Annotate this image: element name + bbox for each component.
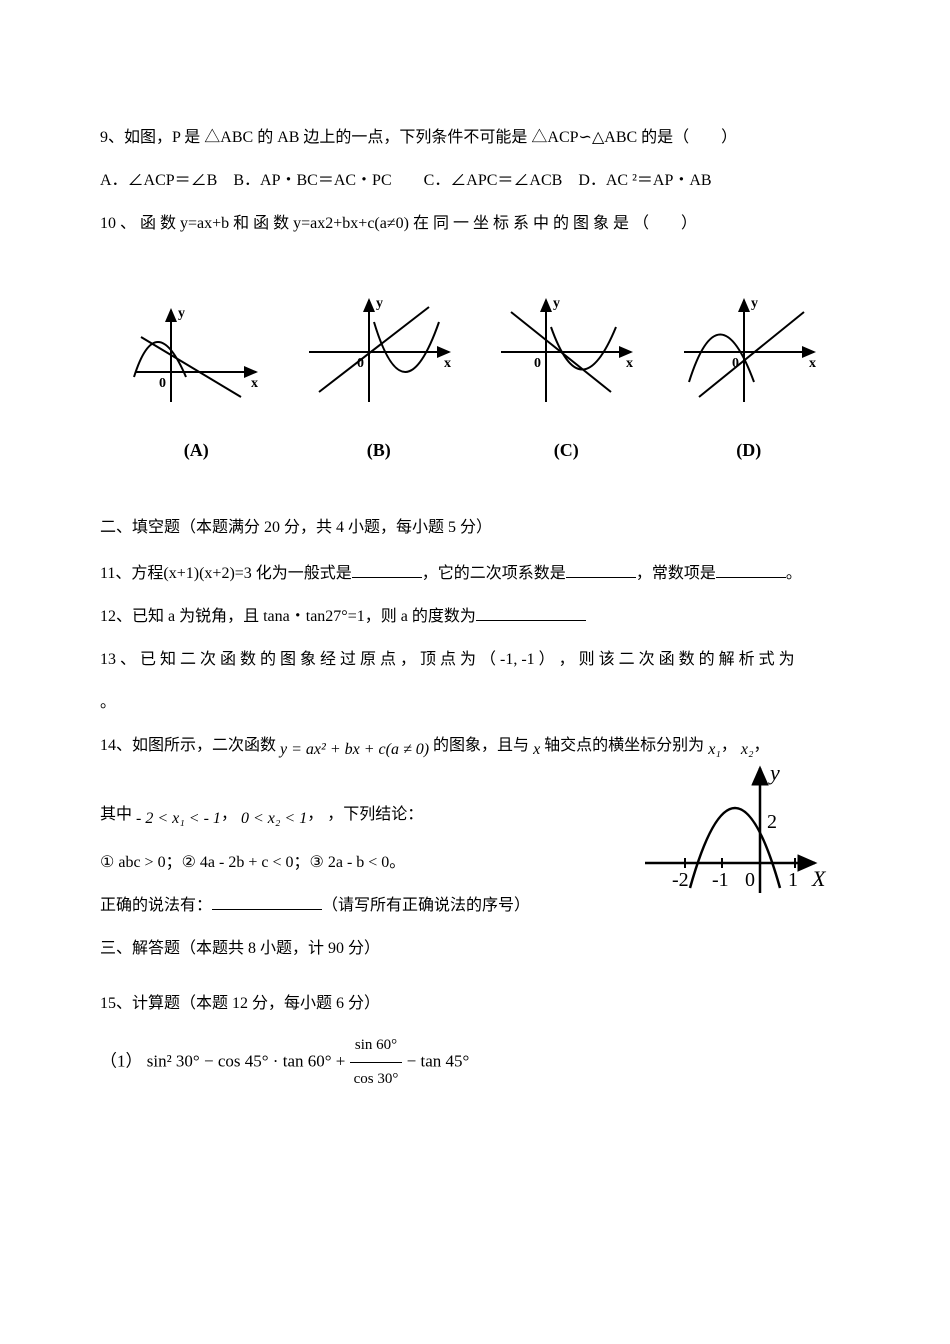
q15-frac-num: sin 60° (350, 1029, 403, 1063)
q14-sep2: ， (307, 806, 323, 823)
q14-graph-svg: -2 -1 0 1 X y 2 (640, 758, 830, 908)
q15-t4: tan 45° (420, 1052, 469, 1071)
q13-text: 13 、 已 知 二 次 函 数 的 图 象 经 过 原 点 ， 顶 点 为 （… (100, 651, 795, 668)
q14-sep1: ， (221, 806, 237, 823)
q9-opts: A．∠ACP＝∠B B．AP・BC＝AC・PC C．∠APC＝∠ACB D．AC… (100, 172, 712, 189)
q12-prefix: 12、已知 a 为锐角，且 tana・tan27°=1，则 a 的度数为 (100, 608, 476, 625)
q14-x2: x₂ (741, 741, 754, 758)
q15-frac-den: cos 30° (350, 1063, 403, 1096)
blank (352, 562, 422, 578)
q15-m2: − (402, 1052, 420, 1071)
y-intercept-label: 2 (767, 811, 777, 833)
svg-text:y: y (751, 296, 758, 311)
question-11: 11、方程(x+1)(x+2)=3 化为一般式是 ，它的二次项系数是 ，常数项是 。 (100, 556, 850, 591)
svg-text:y: y (178, 306, 185, 321)
q14-mid2: 轴交点的横坐标分别为 (544, 737, 704, 754)
q14-comma: ， (721, 737, 737, 754)
question-9: 9、如图，P 是 △ABC 的 AB 边上的一点，下列条件不可能是 △ACP∽△… (100, 120, 850, 155)
q11-mid1: ，它的二次项系数是 (422, 565, 566, 582)
q15-frac: sin 60°cos 30° (350, 1029, 403, 1096)
diagram-a-label: (A) (126, 431, 266, 471)
svg-text:x: x (626, 356, 633, 371)
diagram-d-svg: 0 x y (674, 292, 824, 412)
diagram-c: 0 x y (C) (491, 292, 641, 471)
q14-ans-prefix: 正确的说法有： (100, 897, 212, 914)
blank (212, 894, 322, 910)
blank (716, 562, 786, 578)
tick-neg2: -2 (672, 869, 689, 891)
q14-ans-suffix: （请写所有正确说法的序号） (322, 897, 530, 914)
svg-text:x: x (444, 356, 451, 371)
q15-plus: + (332, 1052, 350, 1071)
svg-text:x: x (809, 356, 816, 371)
diagram-a-svg: 0 x y (126, 302, 266, 412)
q11-prefix: 11、方程(x+1)(x+2)=3 化为一般式是 (100, 565, 352, 582)
diagram-c-svg: 0 x y (491, 292, 641, 412)
y-axis-label: y (768, 760, 780, 785)
q14-x1: x₁ (708, 741, 721, 758)
question-13: 13 、 已 知 二 次 函 数 的 图 象 经 过 原 点 ， 顶 点 为 （… (100, 642, 850, 677)
q14-range2: 0 < x₂ < 1 (241, 810, 307, 827)
q14-l2-prefix: 其中 (100, 806, 132, 823)
diagram-d: 0 x y (D) (674, 292, 824, 471)
q14-graph: -2 -1 0 1 X y 2 (640, 758, 830, 921)
tick-neg1: -1 (712, 869, 729, 891)
svg-text:y: y (376, 296, 383, 311)
q10-text: 10 、 函 数 y=ax+b 和 函 数 y=ax2+bx+c(a≠0) 在 … (100, 215, 697, 232)
diagram-a: 0 x y (A) (126, 302, 266, 471)
diagram-b-svg: 0 x y (299, 292, 459, 412)
svg-text:0: 0 (534, 356, 541, 371)
q14-comma2: ， (754, 737, 770, 754)
q15-t2: cos 45° (218, 1052, 269, 1071)
question-12: 12、已知 a 为锐角，且 tana・tan27°=1，则 a 的度数为 (100, 599, 850, 634)
q15-dot: · (269, 1052, 283, 1071)
q14-prefix: 14、如图所示，二次函数 (100, 737, 276, 754)
diagram-b: 0 x y (B) (299, 292, 459, 471)
q11-mid2: ，常数项是 (636, 565, 716, 582)
question-15-title: 15、计算题（本题 12 分，每小题 6 分） (100, 986, 850, 1021)
q14-l2-suffix: ，下列结论： (327, 806, 423, 823)
blank (476, 605, 586, 621)
x-axis-label: X (811, 866, 827, 891)
question-9-options: A．∠ACP＝∠B B．AP・BC＝AC・PC C．∠APC＝∠ACB D．AC… (100, 163, 850, 198)
q14-formula1: y = ax² + bx + c(a ≠ 0) (280, 741, 429, 758)
q15-t3: tan 60° (283, 1052, 332, 1071)
q14-x: x (533, 741, 540, 758)
diagram-c-label: (C) (491, 431, 641, 471)
tick-1: 1 (788, 869, 798, 891)
diagram-d-label: (D) (674, 431, 824, 471)
q14-range1: - 2 < x₁ < - 1 (136, 810, 221, 827)
diagram-b-label: (B) (299, 431, 459, 471)
question-14-wrapper: 14、如图所示，二次函数 y = ax² + bx + c(a ≠ 0) 的图象… (100, 728, 850, 923)
q14-mid1: 的图象，且与 (433, 737, 529, 754)
q14-items: ① abc > 0；② 4a - 2b + c < 0；③ 2a - b < 0… (100, 854, 405, 871)
section-3-title: 三、解答题（本题共 8 小题，计 90 分） (100, 931, 850, 966)
svg-text:y: y (553, 296, 560, 311)
q15-m1: − (200, 1052, 218, 1071)
tick-0: 0 (745, 869, 755, 891)
q11-suffix: 。 (786, 565, 802, 582)
section-2-title: 二、填空题（本题满分 20 分，共 4 小题，每小题 5 分） (100, 510, 850, 545)
q9-text: 9、如图，P 是 △ABC 的 AB 边上的一点，下列条件不可能是 △ACP∽△… (100, 129, 737, 146)
q15-p1-label: （1） (100, 1052, 143, 1071)
svg-text:x: x (251, 376, 258, 391)
q15-t1: sin² 30° (147, 1052, 200, 1071)
svg-text:0: 0 (159, 376, 166, 391)
q13-suffix: 。 (100, 694, 116, 711)
question-13-suffix: 。 (100, 685, 850, 720)
question-15-part1: （1） sin² 30° − cos 45° · tan 60° + sin 6… (100, 1029, 850, 1096)
question-10: 10 、 函 数 y=ax+b 和 函 数 y=ax2+bx+c(a≠0) 在 … (100, 206, 850, 241)
diagram-row: 0 x y (A) 0 x y (B) (100, 292, 850, 471)
blank (566, 562, 636, 578)
